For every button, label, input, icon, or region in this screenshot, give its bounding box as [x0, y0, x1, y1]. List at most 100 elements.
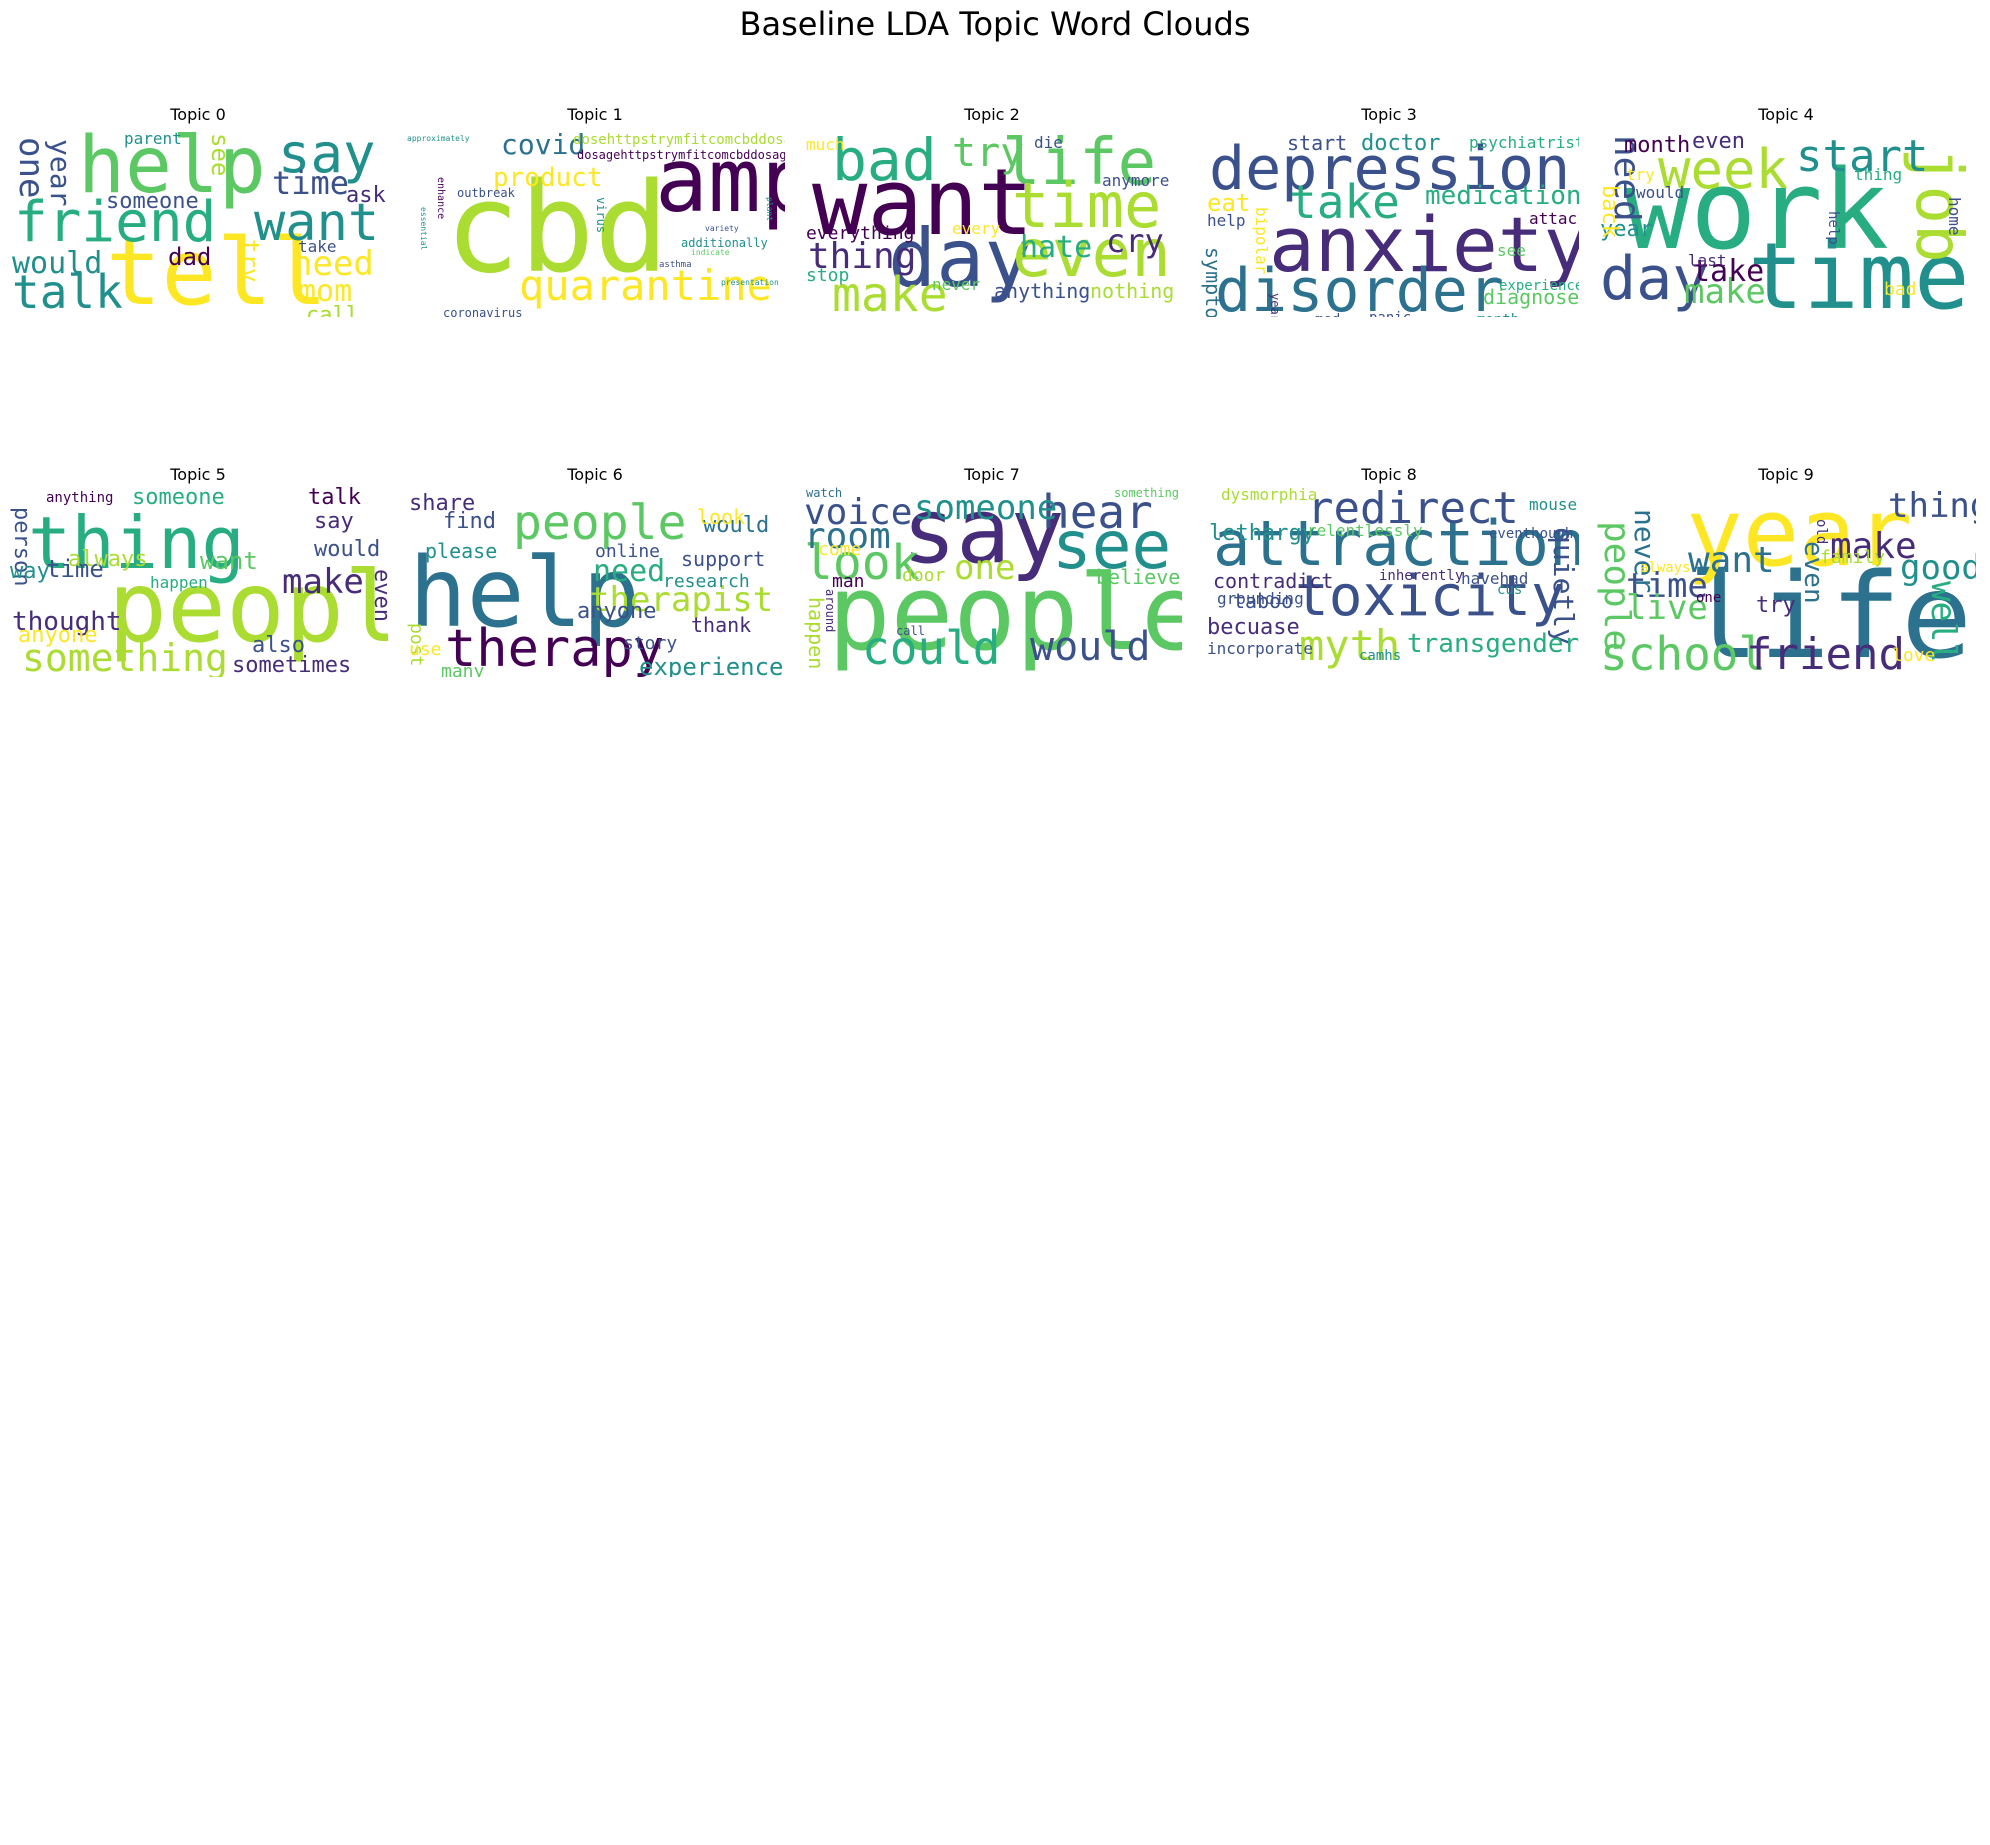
- topic-panel: Topic 6 help therapy people therapist need exp…: [405, 465, 785, 679]
- word-cloud: tell help friend want say talk would need time mo…: [8, 127, 388, 317]
- word-cloud-word: year: [44, 139, 77, 207]
- word-cloud-word: thank: [691, 613, 752, 637]
- word-cloud-word: virus: [594, 197, 608, 234]
- word-cloud-word: try: [952, 130, 1025, 176]
- word-cloud-word: friend: [1746, 629, 1905, 677]
- word-cloud-word: talk: [12, 265, 123, 317]
- word-cloud-word: someone: [106, 189, 199, 214]
- word-cloud-word: covid: [501, 128, 586, 161]
- word-cloud-word: coronavirus: [443, 306, 523, 317]
- word-cloud-word: dosagehttpstrymfitcomcbddosage: [577, 148, 785, 162]
- word-cloud-word: look: [804, 535, 920, 591]
- word-cloud-word: tell: [106, 219, 328, 318]
- word-cloud-word: story: [623, 633, 678, 654]
- word-cloud-word: even: [1692, 129, 1745, 154]
- word-cloud-word: ask: [346, 183, 386, 208]
- word-cloud-word: hate: [1020, 230, 1093, 265]
- word-cloud-word: one: [954, 548, 1016, 588]
- topic-title: Topic 1: [567, 105, 623, 124]
- word-cloud-word: depression: [1209, 134, 1571, 204]
- word-cloud-word: everything: [806, 223, 915, 244]
- word-cloud-word: would: [12, 246, 103, 281]
- word-cloud-word: symptom: [1201, 247, 1225, 317]
- word-cloud-word: becuase: [1207, 615, 1300, 640]
- word-cloud: want day even life time bad make thing try hate cr…: [802, 127, 1182, 317]
- word-cloud-word: additionally: [681, 236, 768, 250]
- word-cloud-word: try: [236, 239, 264, 283]
- word-cloud-word: last: [1688, 251, 1727, 270]
- topic-panel: Topic 5 thingpeoplesomething make thought ta…: [8, 465, 388, 679]
- word-cloud-word: start: [1796, 131, 1929, 182]
- word-cloud-word: thought: [12, 607, 122, 637]
- word-cloud-word: dad: [168, 243, 212, 271]
- word-cloud-word: myth: [1299, 621, 1401, 670]
- word-cloud-word: take: [1692, 254, 1765, 289]
- word-cloud-word: redirect: [1307, 487, 1519, 534]
- word-cloud-word: panic: [1369, 311, 1411, 317]
- word-cloud-word: take: [1289, 175, 1400, 229]
- word-cloud-word: want: [254, 193, 380, 253]
- word-cloud-word: something: [1114, 487, 1180, 500]
- word-cloud-word: room: [804, 516, 891, 557]
- word-cloud-word: inherently: [1379, 568, 1464, 584]
- word-cloud-word: asthma: [659, 260, 692, 270]
- word-cloud-word: month: [1477, 313, 1519, 317]
- word-cloud-word: need: [593, 554, 666, 589]
- word-cloud-word: cbd: [445, 157, 669, 301]
- word-cloud-word: diagnose: [1483, 285, 1579, 309]
- word-cloud-word: never: [1628, 509, 1661, 594]
- word-cloud-word: see: [206, 133, 234, 177]
- word-cloud-word: research: [663, 571, 750, 592]
- topic-title: Topic 4: [1758, 105, 1814, 124]
- word-cloud-word: relentlessly: [1307, 521, 1423, 540]
- topic-title: Topic 5: [170, 465, 226, 484]
- word-cloud-word: make: [832, 267, 948, 317]
- word-cloud-word: eat: [1207, 189, 1251, 217]
- word-cloud-word: even: [1012, 215, 1171, 292]
- word-cloud: attraction toxicity redirect myth quietly tra…: [1199, 487, 1579, 677]
- topic-title: Topic 8: [1361, 465, 1417, 484]
- figure-title: Baseline LDA Topic Word Clouds: [739, 5, 1251, 43]
- word-cloud-word: help: [78, 127, 266, 211]
- word-cloud-word: havehad: [1461, 569, 1529, 588]
- word-cloud-word: quarantine: [519, 261, 772, 310]
- word-cloud-word: anymore: [1102, 171, 1170, 190]
- word-cloud-word: friend: [14, 190, 217, 255]
- word-cloud-word: voice: [804, 492, 913, 533]
- word-cloud-word: man: [832, 571, 865, 592]
- word-cloud-word: day: [888, 212, 1033, 305]
- word-cloud-word: taboo: [1233, 589, 1294, 613]
- word-cloud: work time day job week start need make take year b…: [1596, 127, 1976, 318]
- word-cloud-word: approximately: [407, 134, 470, 143]
- word-cloud-word: happen: [150, 573, 208, 592]
- topic-title: Topic 2: [964, 105, 1020, 124]
- word-cloud-word: bad: [1884, 279, 1917, 300]
- word-cloud-word: anything: [46, 490, 114, 506]
- word-cloud-word: incorporate: [1207, 639, 1313, 658]
- word-cloud-word: bipolar: [1252, 207, 1271, 275]
- word-cloud-word: live: [1626, 588, 1708, 628]
- word-cloud-word: help: [1207, 211, 1246, 230]
- word-cloud-word: share: [409, 491, 476, 516]
- word-cloud-word: love: [1892, 645, 1936, 666]
- word-cloud-word: toxicity: [1295, 564, 1565, 629]
- word-cloud-word: try: [1756, 593, 1796, 618]
- word-cloud-word: dosehttpstrymfitcomcbddosage: [573, 132, 785, 148]
- word-cloud-word: always: [68, 547, 148, 572]
- word-cloud-word: amp: [655, 129, 785, 232]
- word-cloud-word: lethargy: [1209, 521, 1315, 546]
- word-cloud-word: time: [272, 164, 350, 202]
- word-cloud-word: enhance: [435, 177, 446, 220]
- topic-panel: Topic 4 work time day job week start need make ta…: [1596, 105, 1976, 319]
- word-cloud-word: call: [896, 624, 925, 638]
- word-cloud-word: would: [1030, 624, 1151, 670]
- word-cloud-word: experience: [1499, 278, 1579, 294]
- word-cloud-word: one: [1696, 590, 1722, 606]
- word-cloud-word: mouse: [1529, 495, 1578, 514]
- word-cloud-word: year: [1686, 487, 1913, 588]
- topic-title: Topic 9: [1758, 465, 1814, 484]
- word-cloud-word: want: [812, 149, 1034, 256]
- word-cloud-word: hear: [1042, 487, 1153, 539]
- word-cloud-word: time: [46, 555, 104, 583]
